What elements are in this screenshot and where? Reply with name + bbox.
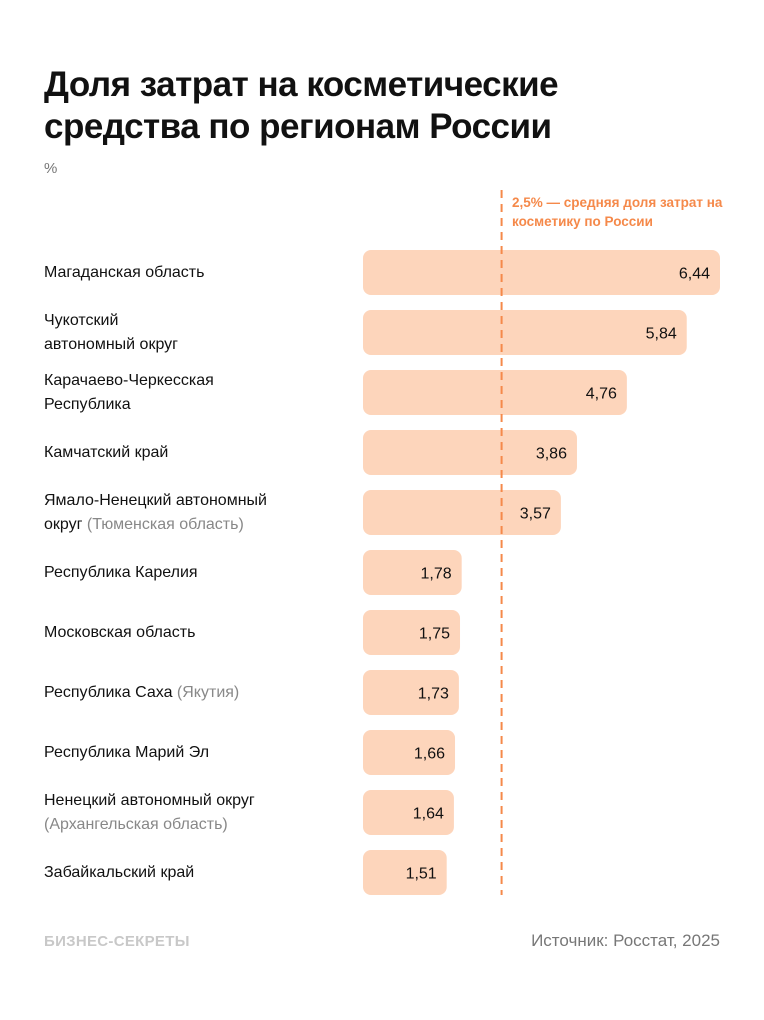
- region-name: Республика Марий Эл: [44, 743, 210, 761]
- region-name: Чукотский автономный округ: [44, 311, 178, 353]
- category-label: Камчатский край: [44, 441, 344, 465]
- category-label: Республика Карелия: [44, 561, 344, 585]
- chart-title: Доля затрат на косметические средства по…: [44, 65, 559, 146]
- category-label: Магаданская область: [44, 261, 344, 285]
- unit-label: %: [44, 160, 58, 177]
- logo: БИЗНЕС-СЕКРЕТЫ: [44, 933, 190, 950]
- region-name: Московская область: [44, 623, 196, 641]
- value-label: 4,76: [586, 386, 617, 403]
- bar: [363, 550, 462, 595]
- bar: [363, 490, 561, 535]
- value-label: 1,75: [419, 626, 450, 643]
- value-label: 3,57: [520, 506, 551, 523]
- bar: [363, 670, 459, 715]
- region-note: (Тюменская область): [86, 515, 244, 533]
- region-name: Республика Карелия: [44, 563, 198, 581]
- region-name: Магаданская область: [44, 263, 205, 281]
- bar: [363, 310, 687, 355]
- region-name: Республика Саха: [44, 683, 177, 701]
- region-note: (Архангельская область): [44, 815, 228, 833]
- bar: [363, 790, 454, 835]
- value-label: 1,78: [421, 566, 452, 583]
- category-label: Ненецкий автономный округ (Архангельская …: [44, 789, 344, 837]
- value-label: 6,44: [679, 266, 710, 283]
- bar: [363, 610, 461, 655]
- category-label: Чукотский автономный округ: [44, 309, 344, 357]
- region-note: (Якутия): [176, 683, 240, 701]
- bar: [363, 370, 627, 415]
- category-label: Московская область: [44, 621, 344, 645]
- region-name: Карачаево-Черкесская Республика: [44, 371, 214, 413]
- region-name: Забайкальский край: [44, 863, 195, 881]
- region-name: Ямало-Ненецкий автономный округ: [44, 491, 267, 533]
- source-text: Источник: Росстат, 2025: [531, 931, 720, 950]
- value-label: 1,66: [414, 746, 445, 763]
- reference-annotation: 2,5% — средняя доля затрат на косметику …: [512, 195, 723, 229]
- category-label: Республика Марий Эл: [44, 741, 344, 765]
- category-label: Карачаево-Черкесская Республика: [44, 369, 344, 417]
- region-name: Камчатский край: [44, 443, 169, 461]
- value-label: 1,64: [413, 806, 444, 823]
- value-label: 5,84: [646, 326, 677, 343]
- value-label: 1,73: [418, 686, 449, 703]
- value-label: 1,51: [406, 866, 437, 883]
- category-label: Забайкальский край: [44, 861, 344, 885]
- bar: [363, 730, 456, 775]
- bar: [363, 250, 720, 295]
- bar: [363, 850, 447, 895]
- region-name: Ненецкий автономный округ: [44, 791, 255, 809]
- bar: [363, 430, 577, 475]
- category-label: Ямало-Ненецкий автономный округ (Тюменска…: [44, 489, 344, 537]
- category-label: Республика Саха (Якутия): [44, 681, 344, 705]
- value-label: 3,86: [536, 446, 567, 463]
